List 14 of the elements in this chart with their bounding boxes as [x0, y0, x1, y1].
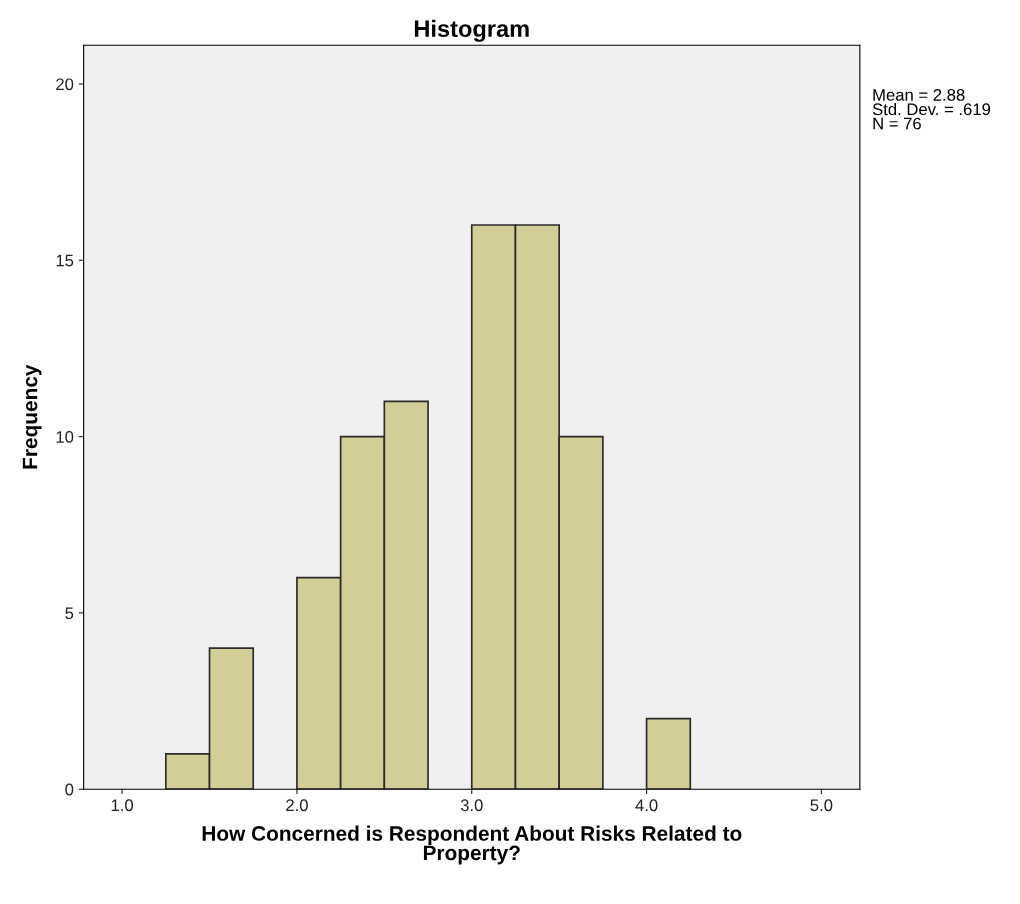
x-axis-title: How Concerned is Respondent About Risks Related to Property?: [202, 825, 742, 865]
y-tick-label: 5: [65, 607, 74, 620]
x-tick-label: 4.0: [635, 799, 658, 812]
chart-title: Histogram: [414, 19, 529, 42]
x-tick-label: 3.0: [460, 799, 483, 812]
y-tick-label: 10: [56, 430, 74, 443]
y-tick-label: 15: [56, 254, 74, 267]
x-tick-label: 2.0: [286, 799, 308, 812]
y-tick-label: 20: [56, 78, 74, 91]
x-tick-label: 1.0: [111, 799, 134, 812]
y-tick-label: 0: [65, 783, 74, 796]
text: Mean = 2.88 Std. Dev. = .619 N = 76: [872, 89, 991, 130]
y-axis-title: Frequency: [22, 364, 42, 469]
x-tick-label: 5.0: [810, 799, 833, 812]
